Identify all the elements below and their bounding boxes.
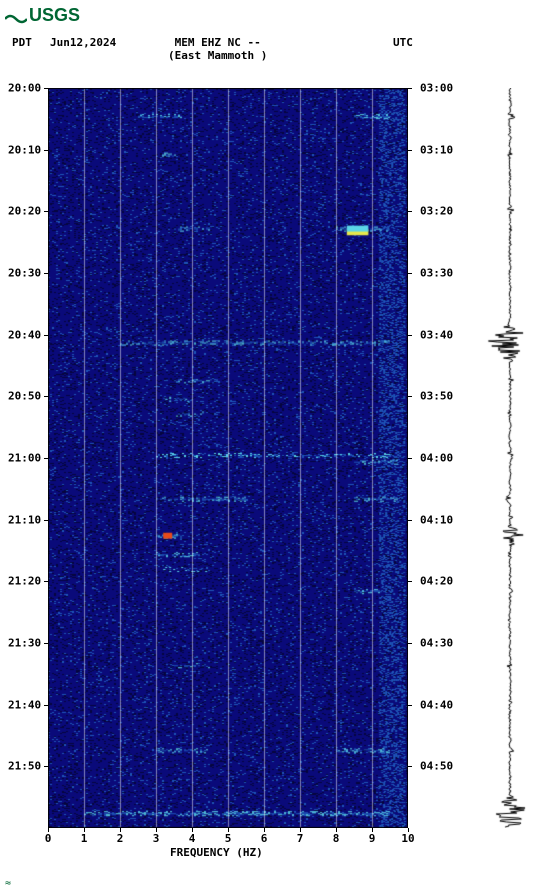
y-tick-right: 04:30 (420, 637, 453, 650)
x-tick: 10 (401, 832, 414, 845)
date-label: Jun12,2024 (50, 36, 116, 49)
logo-text: USGS (29, 5, 80, 26)
y-tick-left: 21:10 (8, 513, 41, 526)
tick-mark (408, 643, 412, 644)
x-tick: 3 (153, 832, 160, 845)
y-tick-left: 20:50 (8, 390, 41, 403)
tick-mark (264, 828, 265, 832)
y-tick-right: 03:00 (420, 82, 453, 95)
y-tick-right: 04:10 (420, 513, 453, 526)
tick-mark (336, 828, 337, 832)
y-tick-right: 04:20 (420, 575, 453, 588)
spectrogram-canvas (48, 88, 408, 828)
y-tick-left: 20:20 (8, 205, 41, 218)
tick-mark (120, 828, 121, 832)
tick-mark (44, 581, 48, 582)
y-tick-left: 21:40 (8, 698, 41, 711)
usgs-logo: USGS (5, 5, 80, 26)
station-line2: (East Mammoth ) (168, 49, 267, 62)
spectrogram-chart (48, 88, 408, 828)
tick-mark (44, 766, 48, 767)
tick-mark (408, 88, 412, 89)
tz-left-label: PDT (12, 36, 32, 49)
y-tick-right: 04:40 (420, 698, 453, 711)
y-tick-left: 20:30 (8, 267, 41, 280)
seismogram-trace (480, 88, 540, 828)
y-tick-left: 20:10 (8, 143, 41, 156)
tick-mark (408, 211, 412, 212)
tick-mark (44, 88, 48, 89)
tz-right-label: UTC (393, 36, 413, 49)
tick-mark (44, 520, 48, 521)
station-label: MEM EHZ NC -- (East Mammoth ) (168, 36, 267, 62)
tick-mark (408, 396, 412, 397)
tick-mark (408, 828, 409, 832)
y-tick-left: 21:00 (8, 452, 41, 465)
y-tick-left: 21:50 (8, 760, 41, 773)
tick-mark (44, 458, 48, 459)
tick-mark (300, 828, 301, 832)
y-tick-left: 21:30 (8, 637, 41, 650)
tick-mark (156, 828, 157, 832)
tick-mark (408, 705, 412, 706)
x-tick: 0 (45, 832, 52, 845)
tick-mark (408, 766, 412, 767)
tick-mark (44, 705, 48, 706)
y-tick-right: 03:40 (420, 328, 453, 341)
tick-mark (408, 581, 412, 582)
y-tick-right: 03:50 (420, 390, 453, 403)
x-tick: 5 (225, 832, 232, 845)
y-tick-left: 21:20 (8, 575, 41, 588)
tick-mark (44, 335, 48, 336)
tick-mark (84, 828, 85, 832)
y-tick-right: 04:50 (420, 760, 453, 773)
x-tick: 2 (117, 832, 124, 845)
tick-mark (408, 520, 412, 521)
tick-mark (408, 458, 412, 459)
x-tick: 4 (189, 832, 196, 845)
footer-mark: ≈ (5, 878, 11, 889)
x-tick: 8 (333, 832, 340, 845)
x-tick: 1 (81, 832, 88, 845)
tick-mark (44, 150, 48, 151)
tick-mark (228, 828, 229, 832)
y-tick-right: 03:30 (420, 267, 453, 280)
tick-mark (372, 828, 373, 832)
y-tick-right: 03:20 (420, 205, 453, 218)
x-tick: 6 (261, 832, 268, 845)
y-tick-right: 04:00 (420, 452, 453, 465)
tick-mark (44, 273, 48, 274)
y-tick-right: 03:10 (420, 143, 453, 156)
tick-mark (408, 150, 412, 151)
station-line1: MEM EHZ NC -- (168, 36, 267, 49)
x-tick: 9 (369, 832, 376, 845)
y-tick-left: 20:00 (8, 82, 41, 95)
tick-mark (44, 396, 48, 397)
tick-mark (48, 828, 49, 832)
x-axis-label: FREQUENCY (HZ) (170, 846, 263, 859)
x-tick: 7 (297, 832, 304, 845)
tick-mark (408, 335, 412, 336)
tick-mark (192, 828, 193, 832)
y-tick-left: 20:40 (8, 328, 41, 341)
tick-mark (408, 273, 412, 274)
tick-mark (44, 211, 48, 212)
tick-mark (44, 643, 48, 644)
